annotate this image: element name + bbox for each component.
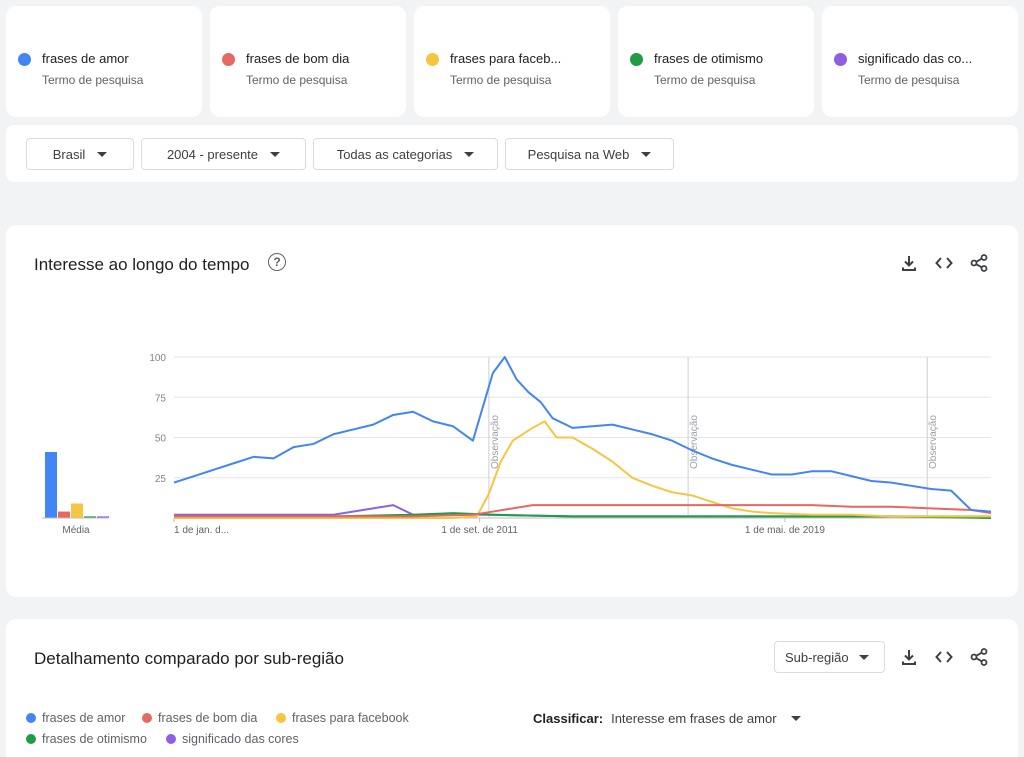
average-label: Média — [62, 525, 90, 536]
classify-value: Interesse em frases de amor — [611, 711, 777, 726]
term-type-label: Termo de pesquisa — [858, 73, 960, 87]
panel-title: Detalhamento comparado por sub-região — [34, 649, 344, 668]
category-filter[interactable]: Todas as categorias — [313, 138, 498, 170]
legend-dot — [26, 734, 36, 744]
legend-item: frases de amor — [26, 711, 125, 725]
legend-dot — [166, 734, 176, 744]
filters-bar: Brasil 2004 - presente Todas as categori… — [6, 125, 1018, 182]
x-tick-label: 1 de set. de 2011 — [441, 525, 518, 536]
term-type-label: Termo de pesquisa — [654, 73, 756, 87]
legend-item: frases para facebook — [276, 711, 409, 725]
term-card-5[interactable]: significado das co... Termo de pesquisa — [822, 6, 1018, 117]
caret-down-icon — [641, 151, 652, 157]
term-color-dot — [630, 53, 643, 66]
search-type-filter-label: Pesquisa na Web — [527, 146, 630, 162]
period-filter-label: 2004 - presente — [166, 146, 259, 162]
average-bar — [71, 503, 83, 518]
interest-over-time-panel: Interesse ao longo do tempo ? 100 75 50 25 1… — [6, 225, 1018, 597]
term-color-dot — [222, 53, 235, 66]
search-type-filter[interactable]: Pesquisa na Web — [505, 138, 674, 170]
share-icon[interactable] — [969, 253, 989, 273]
x-tick-label: 1 de mai. de 2019 — [745, 525, 825, 536]
caret-down-icon — [858, 654, 869, 660]
embed-icon[interactable] — [934, 647, 954, 667]
term-color-dot — [18, 53, 31, 66]
caret-down-icon — [790, 716, 801, 721]
average-bar — [97, 516, 109, 518]
y-tick-label: 25 — [155, 474, 167, 485]
caret-down-icon — [97, 151, 108, 157]
annotation-label: Observação — [490, 415, 501, 469]
term-color-dot — [834, 53, 847, 66]
subregion-select[interactable]: Sub-região — [774, 641, 885, 673]
annotation-label: Observação — [928, 415, 939, 469]
interest-chart[interactable]: 100 75 50 25 1 de jan. d... 1 de set. de 2011… — [6, 225, 1018, 597]
term-type-label: Termo de pesquisa — [246, 73, 348, 87]
subregion-panel: Detalhamento comparado por sub-região — [6, 619, 1018, 757]
classify-label: Classificar: — [533, 711, 604, 726]
term-card-4[interactable]: frases de otimismo Termo de pesquisa — [618, 6, 814, 117]
download-icon[interactable] — [899, 253, 919, 273]
term-label: frases de bom dia — [246, 51, 350, 66]
annotation-label: Observação — [689, 415, 700, 469]
average-bar — [84, 516, 96, 518]
term-color-dot — [426, 53, 439, 66]
legend-dot — [142, 713, 152, 723]
term-label: frases para faceb... — [450, 51, 562, 66]
subregion-select-label: Sub-região — [785, 649, 849, 665]
legend-label: significado das cores — [182, 732, 299, 746]
series-line — [173, 356, 992, 513]
term-card-2[interactable]: frases de bom dia Termo de pesquisa — [210, 6, 406, 117]
legend-dot — [276, 713, 286, 723]
download-icon[interactable] — [899, 647, 919, 667]
share-icon[interactable] — [969, 647, 989, 667]
y-tick-label: 100 — [149, 353, 166, 364]
term-label: significado das co... — [858, 51, 973, 66]
legend-label: frases de amor — [42, 711, 126, 725]
region-filter[interactable]: Brasil — [26, 138, 134, 170]
legend-item: significado das cores — [166, 732, 299, 746]
average-bar — [58, 511, 70, 518]
caret-down-icon — [270, 151, 281, 157]
legend-item: frases de otimismo — [26, 732, 147, 746]
help-icon[interactable]: ? — [268, 253, 286, 271]
term-card-1[interactable]: frases de amor Termo de pesquisa — [6, 6, 202, 117]
legend-label: frases de otimismo — [42, 732, 147, 746]
term-card-3[interactable]: frases para faceb... Termo de pesquisa — [414, 6, 610, 117]
classify-control[interactable]: Classificar: Interesse em frases de amor — [533, 711, 801, 726]
y-tick-label: 75 — [155, 393, 167, 404]
panel-title: Interesse ao longo do tempo — [34, 255, 250, 274]
category-filter-label: Todas as categorias — [336, 146, 453, 162]
legend-label: frases de bom dia — [158, 711, 258, 725]
series-line — [174, 420, 991, 519]
series-line — [174, 504, 992, 518]
embed-icon[interactable] — [934, 253, 954, 273]
series-line — [174, 512, 992, 519]
period-filter[interactable]: 2004 - presente — [141, 138, 306, 170]
term-type-label: Termo de pesquisa — [450, 73, 552, 87]
region-filter-label: Brasil — [52, 146, 86, 162]
average-bar — [45, 451, 57, 518]
x-tick-label: 1 de jan. d... — [174, 525, 229, 536]
legend-label: frases para facebook — [292, 711, 409, 725]
term-label: frases de otimismo — [654, 51, 764, 66]
legend-item: frases de bom dia — [142, 711, 257, 725]
term-type-label: Termo de pesquisa — [42, 73, 144, 87]
y-tick-label: 50 — [155, 434, 167, 445]
caret-down-icon — [464, 151, 475, 157]
legend-dot — [26, 713, 36, 723]
term-label: frases de amor — [42, 51, 129, 66]
